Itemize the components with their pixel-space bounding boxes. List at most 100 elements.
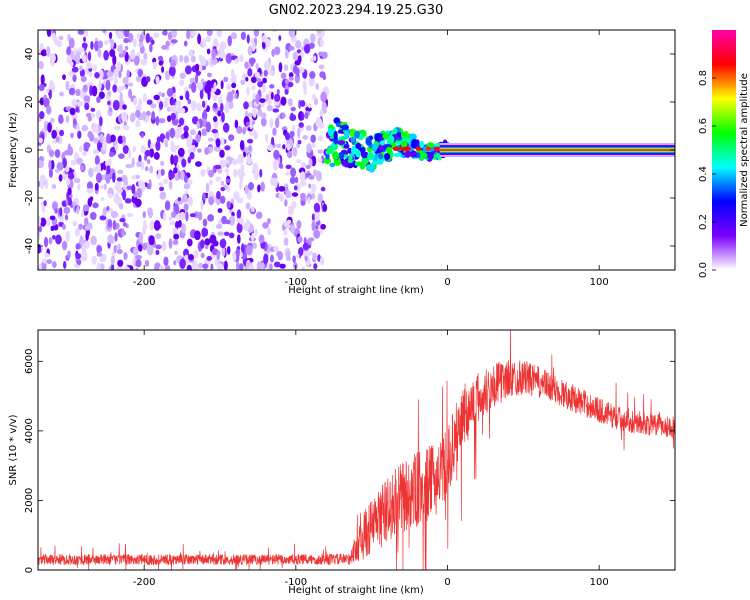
noise-cell	[129, 50, 136, 60]
noise-cell	[164, 200, 171, 211]
noise-cell	[112, 212, 119, 218]
y-tick-label: 4000	[24, 418, 35, 443]
noise-cell	[50, 225, 55, 232]
noise-cell	[287, 206, 293, 211]
colorbar-label: Normalized spectral amplitude	[739, 73, 750, 227]
noise-cell	[217, 110, 222, 117]
noise-cell	[189, 152, 195, 160]
noise-cell	[313, 263, 318, 270]
noise-cell	[310, 183, 317, 193]
noise-cell	[260, 102, 265, 108]
noise-cell	[189, 129, 196, 136]
noise-cell	[307, 196, 311, 205]
signal-cell	[422, 152, 428, 159]
x-tick-label: -200	[133, 277, 156, 288]
noise-cell	[83, 217, 89, 225]
noise-cell	[76, 205, 80, 215]
noise-cell	[244, 184, 249, 195]
noise-cell	[190, 55, 196, 63]
noise-cell	[126, 69, 130, 78]
signal-cell	[355, 142, 362, 149]
noise-cell	[124, 198, 132, 204]
noise-cell	[38, 137, 44, 144]
noise-cell	[81, 124, 89, 132]
noise-cell	[162, 100, 169, 108]
noise-cell	[50, 160, 55, 170]
noise-cell	[278, 193, 284, 198]
noise-cell	[263, 253, 269, 265]
noise-cell	[272, 159, 279, 171]
noise-cell	[109, 107, 113, 112]
noise-cell	[307, 250, 314, 256]
signal-cell	[359, 160, 366, 170]
noise-cell	[214, 164, 222, 170]
spectrogram-marks	[38, 30, 675, 270]
noise-cell	[105, 79, 111, 91]
noise-cell	[288, 76, 294, 81]
noise-cell	[59, 129, 65, 137]
noise-cell	[83, 144, 89, 153]
noise-cell	[98, 91, 105, 100]
noise-cell	[72, 74, 77, 83]
noise-cell	[187, 134, 193, 146]
noise-cell	[107, 192, 113, 199]
noise-cell	[180, 223, 187, 234]
signal-cell	[360, 151, 369, 159]
noise-cell	[315, 170, 323, 182]
noise-cell	[138, 154, 142, 163]
noise-cell	[240, 243, 245, 255]
noise-cell	[267, 227, 272, 236]
noise-cell	[158, 117, 166, 124]
noise-cell	[285, 190, 292, 199]
noise-cell	[158, 100, 164, 110]
noise-cell	[245, 244, 253, 255]
noise-cell	[304, 255, 308, 262]
noise-cell	[97, 40, 103, 49]
noise-cell	[126, 212, 134, 218]
noise-cell	[294, 176, 299, 184]
noise-cell	[140, 181, 146, 193]
noise-cell	[172, 239, 179, 245]
noise-cell	[164, 96, 170, 102]
noise-cell	[313, 202, 321, 213]
noise-cell	[96, 262, 101, 270]
noise-cell	[70, 132, 74, 139]
noise-cell	[102, 30, 107, 34]
noise-cell	[312, 252, 317, 261]
noise-cell	[158, 182, 164, 187]
noise-cell	[226, 91, 234, 103]
noise-cell	[152, 32, 160, 38]
noise-cell	[262, 77, 268, 84]
noise-cell	[168, 65, 176, 77]
noise-cell	[239, 251, 243, 258]
noise-cell	[208, 148, 213, 154]
noise-cell	[208, 169, 215, 178]
noise-cell	[234, 119, 239, 129]
noise-cell	[256, 261, 262, 270]
noise-cell	[223, 231, 230, 236]
noise-cell	[58, 35, 64, 41]
noise-cell	[80, 209, 85, 218]
noise-cell	[228, 101, 234, 110]
noise-cell	[46, 217, 50, 228]
noise-cell	[150, 103, 157, 109]
noise-cell	[276, 251, 283, 258]
noise-cell	[276, 143, 282, 149]
noise-cell	[160, 160, 165, 167]
noise-cell	[206, 255, 212, 261]
noise-cell	[164, 70, 171, 81]
noise-cell	[322, 203, 328, 212]
noise-cell	[317, 193, 324, 203]
noise-cell	[319, 108, 324, 117]
noise-cell	[98, 80, 102, 90]
noise-cell	[240, 31, 246, 41]
noise-cell	[169, 127, 176, 139]
noise-cell	[236, 222, 243, 234]
noise-cell	[165, 40, 170, 47]
noise-cell	[106, 70, 114, 77]
noise-cell	[168, 238, 173, 249]
noise-cell	[198, 211, 203, 221]
noise-cell	[38, 244, 41, 254]
noise-cell	[56, 162, 64, 171]
noise-cell	[45, 45, 51, 57]
